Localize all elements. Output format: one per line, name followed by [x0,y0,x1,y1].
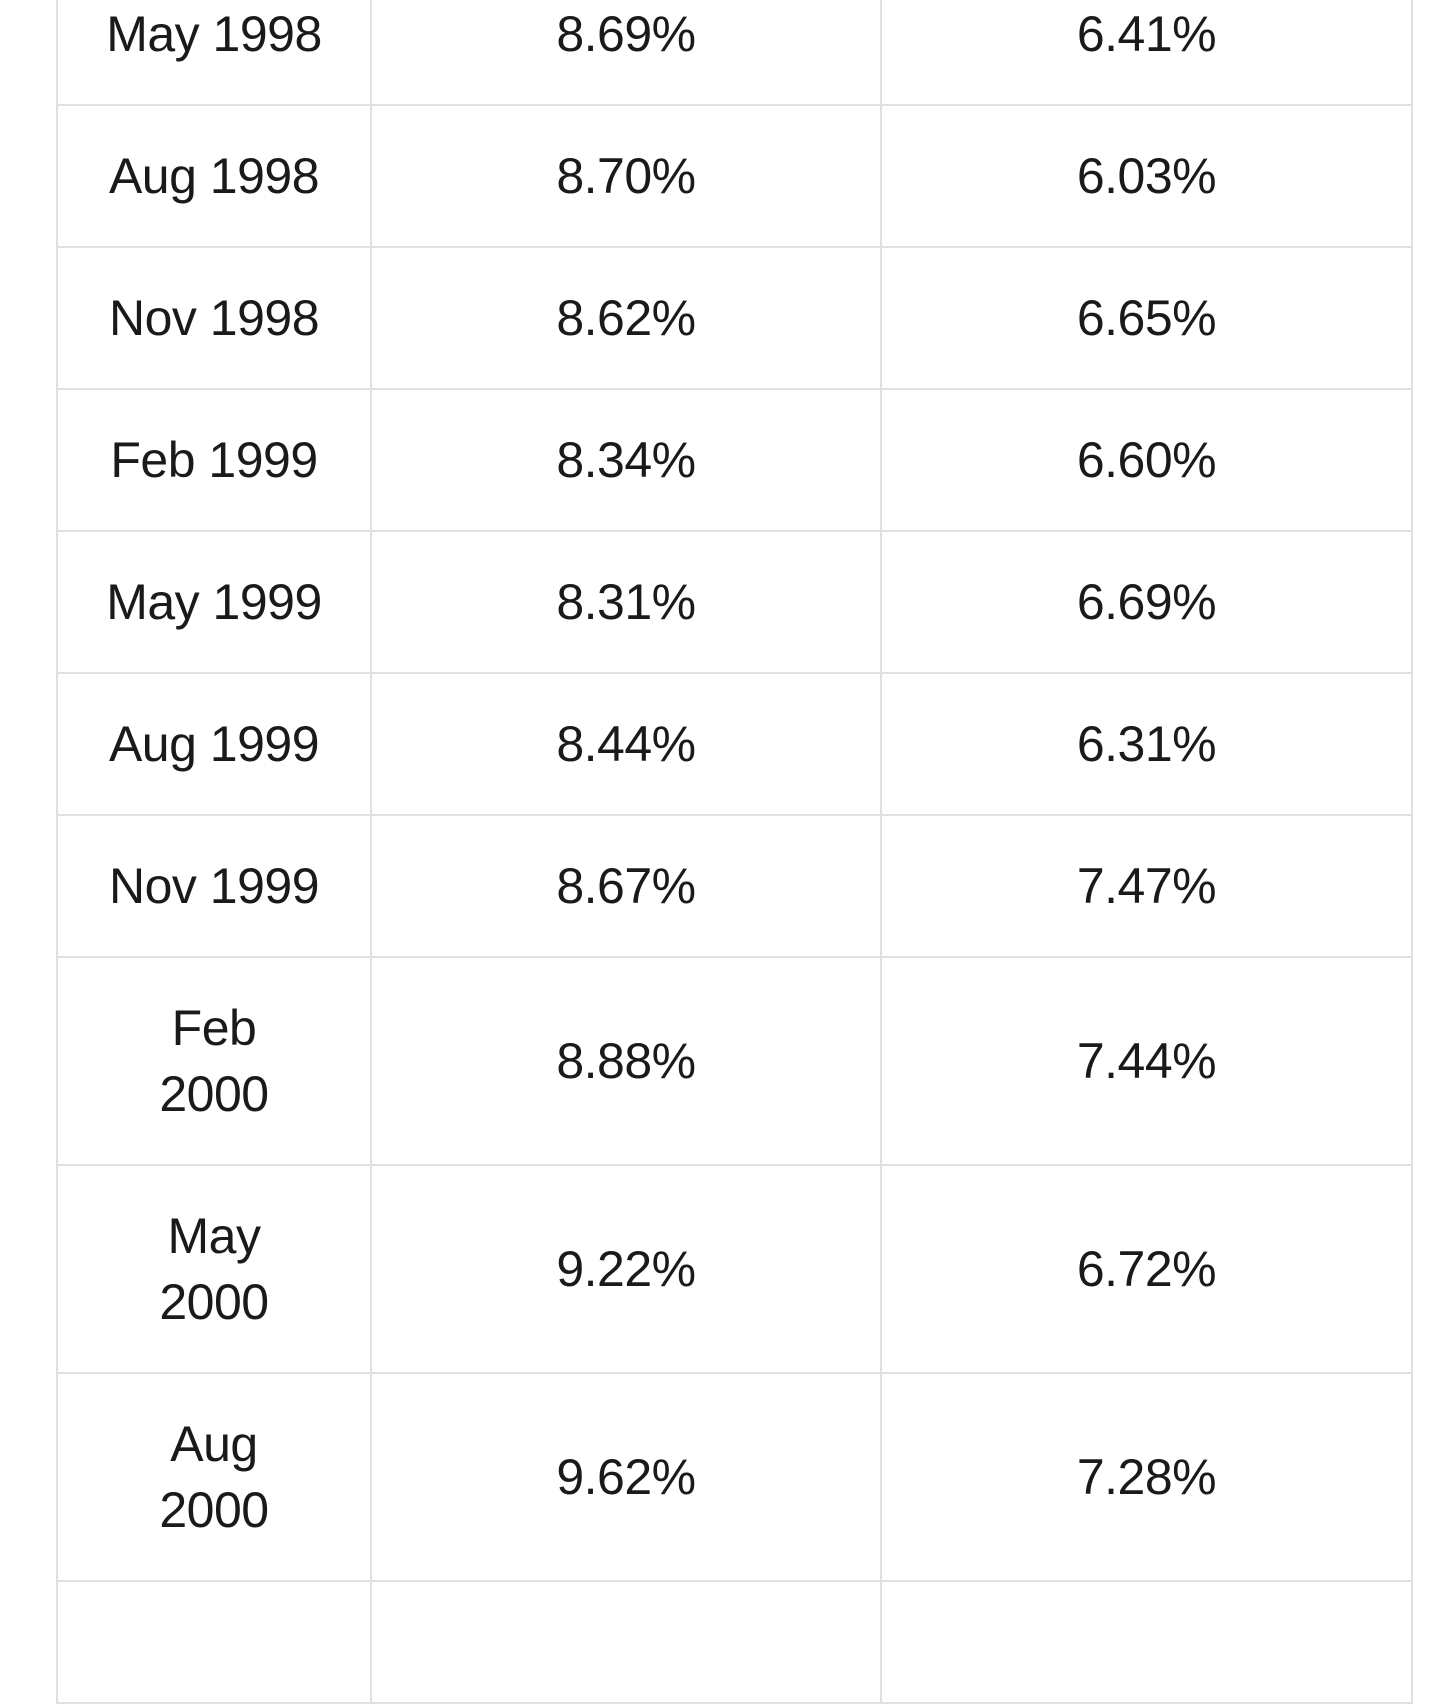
rate-cell-col2: 8.88% [370,956,882,1166]
rate-cell-col3: 6.41% [880,0,1413,106]
date-line: Feb 1999 [110,432,318,488]
rate-cell-col2: 8.67% [370,814,882,958]
table-row: May 1999 8.31% 6.69% [56,530,1413,674]
rate-cell-col2: 8.44% [370,672,882,816]
date-line: Aug 1998 [108,148,320,204]
table-row: Feb 1999 8.34% 6.60% [56,388,1413,532]
date-cell: Nov 1998 [56,246,372,390]
table-row-partial [56,1580,1413,1704]
rate-cell-col3: 6.65% [880,246,1413,390]
rate-cell-col2: 9.22% [370,1164,882,1374]
table-row: May 1998 8.69% 6.41% [56,0,1413,106]
date-cell: Aug 2000 [56,1372,372,1582]
date-line: Nov 1999 [108,858,320,914]
date-cell: Feb 2000 [56,956,372,1166]
date-cell: Feb 1999 [56,388,372,532]
empty-cell [880,1580,1413,1704]
date-line: Aug 1999 [108,716,320,772]
date-cell: May 1999 [56,530,372,674]
date-line-year: 2000 [159,1066,269,1122]
date-line-year: 2000 [159,1482,269,1538]
rate-cell-col3: 7.44% [880,956,1413,1166]
rate-cell-col2: 9.62% [370,1372,882,1582]
date-cell: Aug 1999 [56,672,372,816]
rate-cell-col3: 6.03% [880,104,1413,248]
rate-cell-col3: 6.72% [880,1164,1413,1374]
date-cell: May 1998 [56,0,372,106]
rate-cell-col2: 8.34% [370,388,882,532]
empty-cell [56,1580,372,1704]
rate-cell-col2: 8.31% [370,530,882,674]
date-line: May 1999 [106,574,322,630]
rate-cell-col3: 6.69% [880,530,1413,674]
date-cell: May 2000 [56,1164,372,1374]
date-line: Nov 1998 [108,290,320,346]
rate-cell-col3: 6.60% [880,388,1413,532]
rate-cell-col2: 8.70% [370,104,882,248]
table-body: May 1998 8.69% 6.41% Aug 1998 8.70% 6.03… [56,0,1413,1704]
rate-cell-col3: 7.28% [880,1372,1413,1582]
table-row: Nov 1999 8.67% 7.47% [56,814,1413,958]
date-cell: Aug 1998 [56,104,372,248]
date-line-year: 2000 [159,1274,269,1330]
rates-table-container: May 1998 8.69% 6.41% Aug 1998 8.70% 6.03… [56,0,1413,1704]
table-row: Aug 1999 8.44% 6.31% [56,672,1413,816]
rate-cell-col3: 6.31% [880,672,1413,816]
table-row: Nov 1998 8.62% 6.65% [56,246,1413,390]
table-row: May 2000 9.22% 6.72% [56,1164,1413,1374]
rate-cell-col3: 7.47% [880,814,1413,958]
date-line-month: Aug [170,1416,258,1472]
empty-cell [370,1580,882,1704]
date-cell: Nov 1999 [56,814,372,958]
table-row: Aug 1998 8.70% 6.03% [56,104,1413,248]
rates-table: May 1998 8.69% 6.41% Aug 1998 8.70% 6.03… [56,0,1413,1704]
table-row: Feb 2000 8.88% 7.44% [56,956,1413,1166]
rate-cell-col2: 8.69% [370,0,882,106]
date-line-month: Feb [171,1000,257,1056]
table-row: Aug 2000 9.62% 7.28% [56,1372,1413,1582]
date-line: May 1998 [106,6,322,62]
date-line-month: May [167,1208,261,1264]
rate-cell-col2: 8.62% [370,246,882,390]
